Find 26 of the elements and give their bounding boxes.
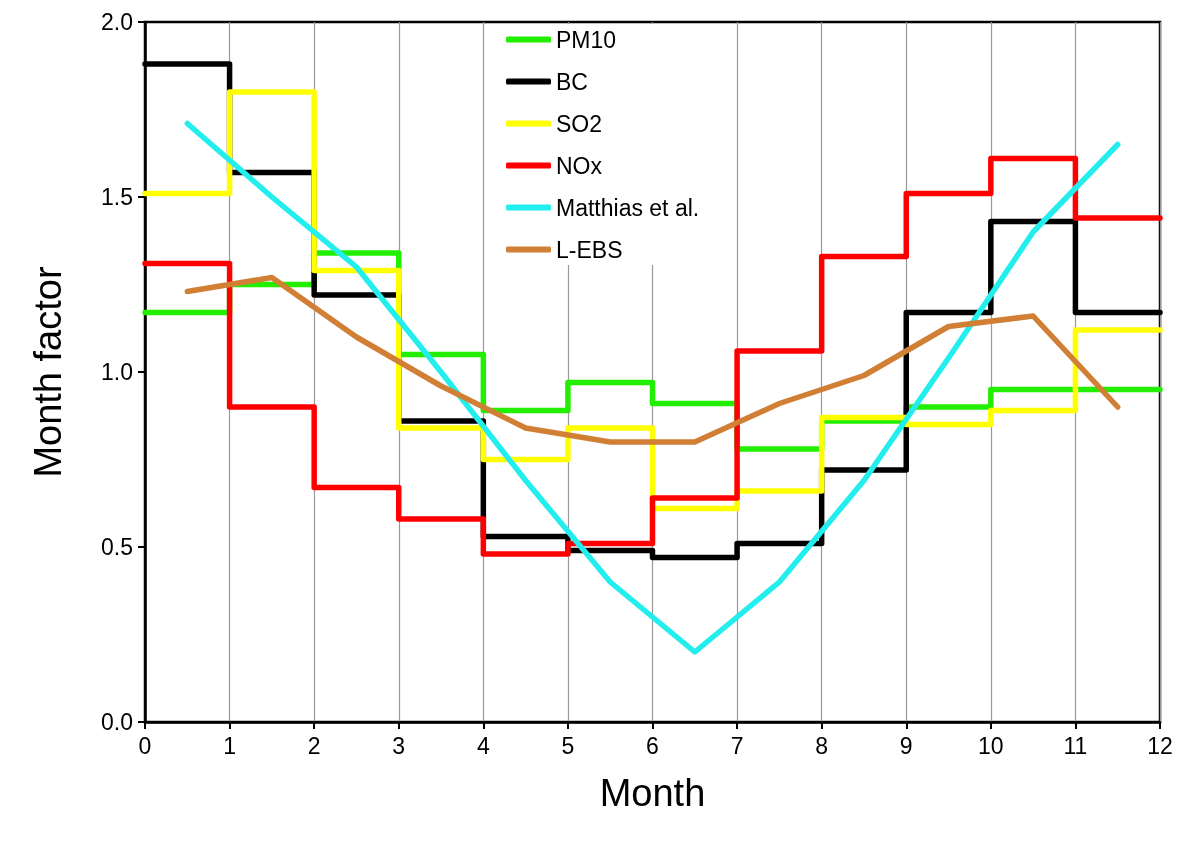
x-tick-label: 2 — [307, 732, 321, 759]
x-tick-label: 4 — [476, 732, 490, 759]
x-tick-label: 6 — [646, 732, 659, 759]
x-tick-label: 12 — [1147, 732, 1173, 759]
legend-label: Matthias et al. — [556, 194, 700, 221]
legend-label: PM10 — [556, 26, 617, 53]
legend-label: NOx — [556, 152, 603, 179]
legend-label: BC — [556, 68, 588, 95]
x-tick-label: 7 — [730, 732, 744, 759]
x-tick-label: 11 — [1063, 732, 1088, 759]
x-tick-label: 8 — [815, 732, 829, 759]
y-axis-title: Month factor — [27, 266, 69, 478]
y-tick-label: 0.0 — [101, 709, 133, 735]
x-tick-label: 10 — [978, 732, 1004, 759]
y-tick-label: 0.5 — [101, 534, 133, 560]
x-tick-label: 3 — [392, 732, 406, 759]
legend-label: L-EBS — [556, 236, 623, 263]
legend-label: SO2 — [556, 110, 603, 137]
y-tick-label: 2.0 — [101, 9, 133, 35]
x-tick-label: 1 — [223, 732, 236, 759]
x-tick-label: 0 — [138, 732, 152, 759]
x-tick-label: 5 — [561, 732, 575, 759]
x-axis-title: Month — [599, 772, 706, 814]
x-tick-label: 9 — [899, 732, 913, 759]
y-tick-label: 1.0 — [101, 359, 133, 385]
y-tick-label: 1.5 — [101, 184, 133, 210]
